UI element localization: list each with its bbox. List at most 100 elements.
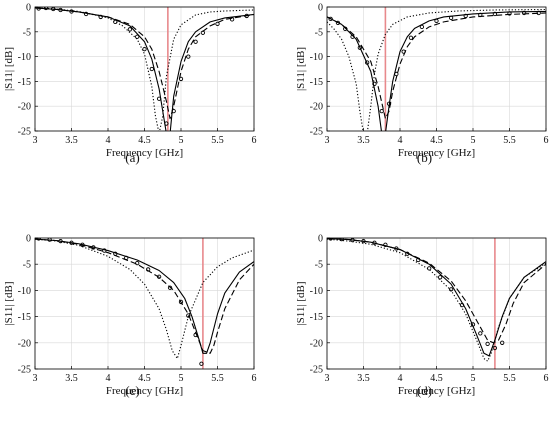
x-axis-label: Frequency [GHz]	[398, 385, 475, 397]
y-tick-label: 0	[318, 234, 323, 245]
chart-panel-a: 3 3.5 4 4.5 5 5.5 6 0 -5 -10 -15 -20 -25 Frequency [G…	[3, 3, 257, 166]
data-marker	[339, 238, 344, 242]
y-tick-label: 0	[26, 234, 31, 245]
data-marker	[102, 248, 107, 253]
series-line-dashed	[35, 238, 254, 354]
x-tick-label: 6	[544, 373, 549, 384]
y-axis-label: |S11| [dB]	[3, 281, 15, 325]
y-axis-label: |S11| [dB]	[3, 47, 15, 91]
data-marker	[416, 257, 421, 263]
data-marker	[357, 45, 362, 50]
data-marker	[521, 10, 527, 16]
data-marker	[135, 261, 140, 266]
series-line-solid	[35, 238, 254, 354]
y-tick-label: -20	[18, 338, 31, 349]
x-tick-label: 3.5	[65, 135, 78, 146]
data-marker	[463, 13, 468, 19]
data-marker	[485, 341, 490, 346]
data-marker	[492, 11, 498, 17]
panel-caption: (c)	[125, 383, 139, 398]
data-marker	[113, 19, 118, 25]
data-marker	[193, 332, 198, 338]
x-tick-label: 3	[33, 373, 38, 384]
data-marker	[364, 60, 370, 65]
y-tick-label: -10	[310, 52, 323, 63]
data-marker	[80, 242, 85, 247]
data-marker	[405, 251, 410, 256]
data-marker	[145, 267, 151, 272]
data-marker	[171, 109, 176, 114]
chart-panel-b: 3 3.5 4 4.5 5 5.5 6 0 -5 -10 -15 -20 -25 Frequency [G…	[295, 3, 549, 166]
x-tick-label: 4.5	[430, 373, 443, 384]
data-marker	[492, 345, 498, 351]
x-axis-label: Frequency [GHz]	[398, 147, 475, 159]
data-marker	[459, 302, 465, 308]
y-tick-label: -15	[18, 312, 31, 323]
data-marker	[98, 14, 103, 20]
x-tick-label: 3.5	[65, 373, 78, 384]
data-marker	[379, 109, 384, 114]
x-tick-label: 6	[252, 135, 257, 146]
data-marker	[186, 313, 191, 318]
x-tick-label: 5.5	[503, 135, 516, 146]
chart-panel-d: 3 3.5 4 4.5 5 5.5 6 0 -5 -10 -15 -20 -25 Frequency [G…	[295, 234, 549, 399]
data-marker	[83, 11, 89, 17]
data-marker	[229, 17, 235, 22]
data-marker	[536, 10, 541, 16]
series-line-dotted	[35, 238, 254, 360]
y-tick-label: -20	[18, 102, 31, 113]
data-marker	[47, 238, 52, 242]
data-marker	[478, 12, 483, 18]
data-marker	[69, 240, 74, 245]
data-marker	[408, 35, 414, 40]
x-tick-label: 5	[179, 135, 184, 146]
data-marker	[328, 238, 333, 241]
y-tick-label: -10	[18, 286, 31, 297]
y-tick-label: -25	[310, 365, 323, 376]
y-tick-label: -20	[310, 338, 323, 349]
y-axis-label: |S11| [dB]	[295, 47, 307, 91]
data-marker	[372, 240, 377, 245]
data-marker	[386, 101, 392, 106]
data-marker	[500, 340, 505, 345]
x-tick-label: 5.5	[211, 373, 224, 384]
data-marker	[156, 274, 162, 279]
data-marker	[427, 266, 432, 271]
x-tick-label: 4	[106, 135, 111, 146]
data-marker	[507, 11, 512, 16]
series-line-dashed	[327, 12, 546, 120]
data-marker	[91, 245, 96, 250]
x-tick-label: 3	[33, 135, 38, 146]
data-marker	[434, 18, 439, 24]
data-marker	[372, 81, 377, 87]
data-marker	[69, 9, 74, 14]
panel-caption: (d)	[417, 383, 432, 398]
data-marker	[244, 13, 249, 19]
series-line-dotted	[327, 238, 546, 362]
x-tick-label: 5.5	[211, 135, 224, 146]
y-axis-label: |S11| [dB]	[295, 281, 307, 325]
y-tick-label: -15	[310, 77, 323, 88]
x-tick-label: 4.5	[430, 135, 443, 146]
data-marker	[343, 26, 348, 31]
series-line-dashed	[327, 238, 546, 344]
data-marker	[470, 322, 476, 327]
chart-panel-c: 3 3.5 4 4.5 5 5.5 6 0 -5 -10 -15 -20 -25 Frequency [G…	[3, 234, 257, 399]
data-marker	[58, 7, 63, 13]
data-marker	[350, 34, 355, 39]
data-marker	[335, 20, 341, 26]
x-tick-label: 5.5	[503, 373, 516, 384]
data-marker	[124, 255, 129, 261]
data-marker	[394, 246, 399, 251]
data-marker	[167, 285, 173, 290]
y-tick-label: -15	[310, 312, 323, 323]
y-tick-label: -25	[310, 127, 323, 138]
data-marker	[135, 34, 140, 39]
data-marker	[178, 299, 184, 305]
data-marker	[199, 361, 204, 366]
series-line-solid	[327, 10, 546, 131]
series-line-dashed	[35, 7, 254, 120]
data-marker	[401, 49, 406, 54]
x-tick-label: 3.5	[357, 373, 370, 384]
